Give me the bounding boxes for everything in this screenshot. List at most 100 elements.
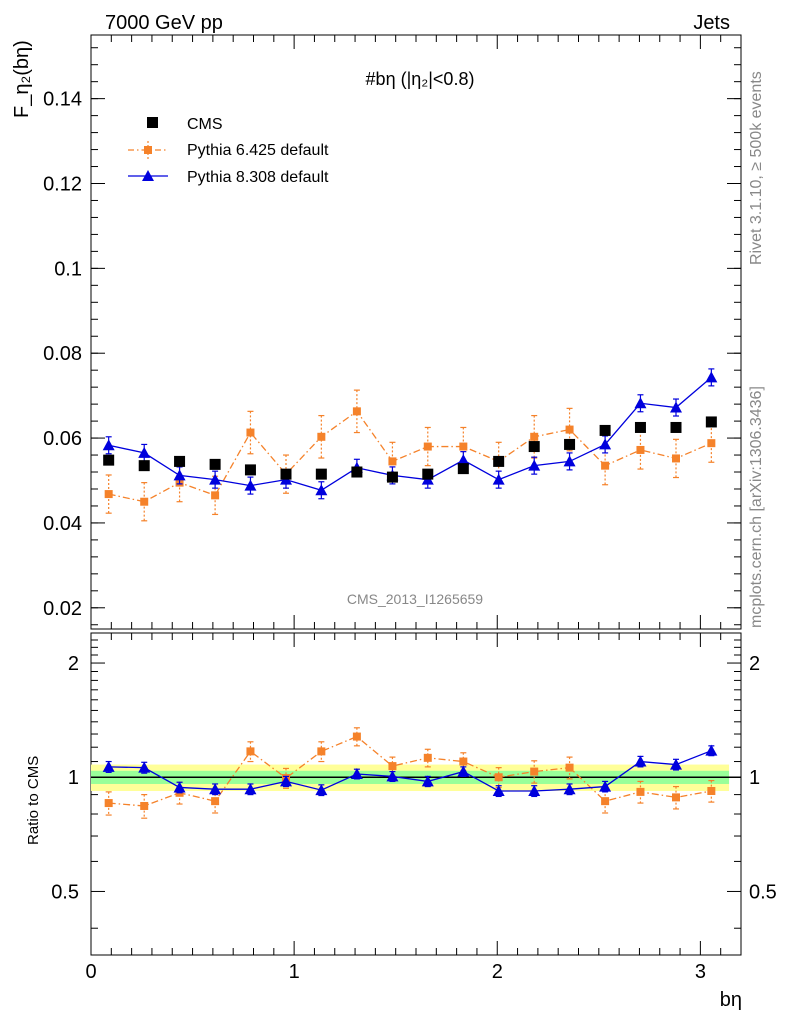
main-y-tick-label: 0.06 (43, 428, 82, 450)
py8-point (138, 446, 151, 458)
py8-point (173, 469, 186, 481)
cms-point (103, 454, 115, 466)
ratio-py6-point (104, 799, 113, 808)
py6-point (104, 490, 113, 499)
ratio-py6-point (636, 787, 645, 796)
py6-line (108, 410, 712, 503)
py6-point (672, 454, 680, 463)
mcplots-credit: mcplots.cern.ch [arXiv:1306.3436] (748, 386, 765, 628)
ratio-y-tick-label: 2 (68, 653, 79, 675)
py8-point (315, 484, 328, 496)
py6-point (423, 442, 432, 451)
ratio-y-tick-label: 0.5 (51, 881, 79, 903)
ratio-y-tick-label-right: 0.5 (749, 881, 777, 903)
ratio-py6-point (707, 786, 716, 795)
ratio-py6-point (565, 763, 574, 772)
py8-point (705, 371, 718, 383)
ratio-py6-point (388, 762, 397, 771)
py6-point (140, 497, 149, 506)
main-title: #bη (|η₂|<0.8) (366, 69, 475, 89)
py6-point (530, 432, 539, 441)
cms-point (422, 468, 434, 480)
legend-cms-label: CMS (187, 116, 223, 133)
ratio-py6-point (530, 767, 539, 776)
main-y-tick-label: 0.08 (43, 343, 82, 365)
ratio-py6-point (352, 732, 361, 741)
py6-point (246, 428, 255, 437)
py8-point (599, 438, 612, 450)
main-y-tick-label: 0.12 (43, 174, 82, 196)
py8-point (102, 439, 115, 451)
x-tick-label: 2 (492, 961, 503, 983)
legend-py8-label: Pythia 8.308 default (187, 169, 329, 186)
ratio-py8-point (138, 761, 151, 773)
ratio-py6-point (672, 793, 680, 802)
x-tick-label: 0 (85, 961, 96, 983)
py8-point (670, 401, 682, 413)
ratio-py8-point (386, 770, 399, 782)
py8-line (108, 376, 712, 491)
py6-point (317, 432, 326, 441)
ratio-py8-point (492, 784, 505, 796)
ratio-py6-point (140, 801, 149, 810)
legend-py6-label: Pythia 6.425 default (187, 142, 329, 159)
header-left: 7000 GeV pp (105, 12, 223, 34)
cms-point (599, 424, 611, 436)
legend-py8-marker (142, 170, 154, 181)
main-y-tick-label: 0.1 (54, 258, 82, 280)
ratio-py6-point (459, 757, 468, 766)
ratio-py6-point (423, 753, 432, 762)
cms-point (493, 455, 505, 467)
py8-point (457, 454, 470, 466)
main-y-tick-label: 0.04 (43, 513, 82, 535)
ratio-py8-point (350, 767, 363, 779)
legend: CMS Pythia 6.425 default Pythia 8.308 de… (128, 116, 329, 186)
x-tick-label: 1 (289, 961, 300, 983)
cms-point (528, 441, 540, 453)
main-y-axis-label: F_η₂(bη) (11, 40, 33, 118)
py8-point (634, 397, 647, 409)
ratio-y-axis-label: Ratio to CMS (25, 756, 42, 845)
cms-point (670, 421, 682, 433)
cms-point (564, 438, 576, 450)
py6-point (565, 425, 574, 434)
ratio-py8-point (209, 783, 222, 795)
py6-point (601, 461, 610, 470)
py8-point (492, 473, 505, 485)
ratio-py6-point (601, 797, 610, 806)
cms-point (209, 458, 221, 470)
ratio-py8-point (563, 783, 576, 795)
cms-point (634, 421, 646, 433)
ratio-y-tick-label-right: 1 (749, 767, 760, 789)
py6-point (707, 439, 716, 448)
cms-point (174, 455, 186, 467)
rivet-version: Rivet 3.1.10, ≥ 500k events (748, 71, 765, 265)
py6-point (352, 407, 361, 416)
ratio-y-tick-label: 1 (68, 767, 79, 789)
ratio-py8-point (280, 775, 292, 787)
x-axis-label: bη (720, 989, 742, 1011)
cms-point (457, 463, 469, 475)
ratio-py8-point (528, 784, 541, 796)
cms-point (138, 460, 150, 472)
ratio-py8-point (599, 780, 612, 792)
ratio-py8-point (421, 775, 434, 787)
ratio-py8-line (108, 750, 712, 792)
ratio-py8-point (457, 765, 470, 777)
py6-point (388, 457, 397, 466)
ratio-py8-point (634, 755, 647, 767)
main-y-tick-label: 0.14 (43, 89, 82, 111)
py6-point (636, 445, 645, 454)
py6-point (459, 442, 468, 451)
cms-point (244, 464, 256, 476)
ratio-py8-point (670, 758, 682, 770)
ratio-py8-point (705, 744, 718, 756)
cms-point (705, 416, 717, 428)
cms-point (386, 471, 398, 483)
watermark: CMS_2013_I1265659 (347, 591, 483, 607)
legend-py6-marker (144, 146, 152, 154)
main-y-tick-label: 0.02 (43, 598, 82, 620)
py8-point (563, 455, 576, 467)
py8-point (209, 473, 222, 485)
